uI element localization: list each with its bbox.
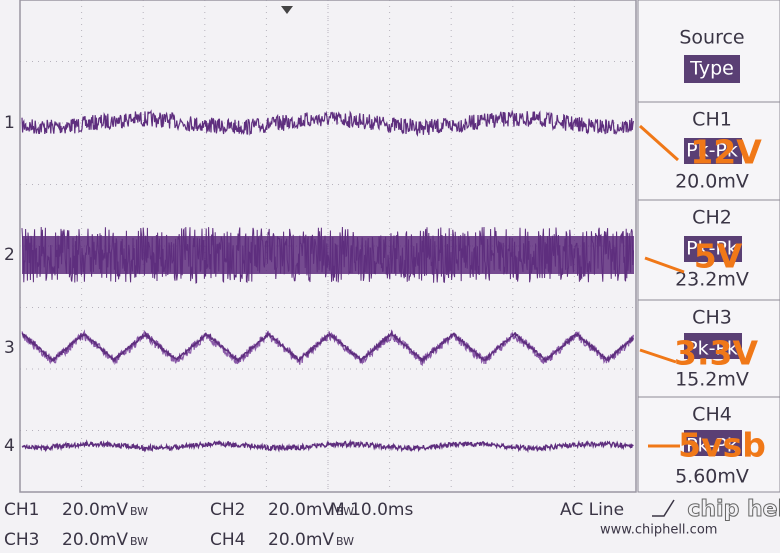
channel-marker: 4 <box>4 436 15 456</box>
waveforms <box>21 109 635 454</box>
measure-bg <box>684 430 742 456</box>
status-channel: CH4 <box>210 530 245 550</box>
annotation-line <box>638 124 680 162</box>
panel-title: Source <box>679 27 744 49</box>
channel-panels: CH1 Pk-Pk 20.0mV CH2 Pk-Pk 23.2mV CH3 Pk-Pk 15.2… <box>675 109 749 488</box>
measure-bg <box>684 236 742 262</box>
measure-value: 20.0mV <box>675 171 749 193</box>
channel-name: CH4 <box>692 404 732 426</box>
annotation-lines <box>638 124 685 448</box>
channel-name: CH1 <box>692 109 732 131</box>
status-bw: BW <box>336 535 354 548</box>
measure-bg <box>684 333 742 359</box>
status-scale: 20.0mV <box>268 530 334 550</box>
annotation: 3.3V <box>674 334 758 373</box>
trigger-slope <box>652 499 675 517</box>
trigger-position <box>281 6 293 14</box>
status-bw: BW <box>130 505 148 518</box>
graticule-border <box>19 0 637 493</box>
annotation: 5V <box>694 237 743 276</box>
status-bw: BW <box>336 505 354 518</box>
marker-group: 1 2 3 4 <box>4 113 15 456</box>
measure-type: Pk-Pk <box>686 338 738 360</box>
status-bw: BW <box>130 535 148 548</box>
annotation: 5vsb <box>678 426 766 465</box>
waveform <box>21 330 635 365</box>
status-channel: CH2 <box>210 500 245 520</box>
measure-value: 5.60mV <box>675 466 749 488</box>
channel-name: CH2 <box>692 207 732 229</box>
measure-bg <box>684 138 742 164</box>
annotation-line <box>644 256 685 274</box>
annotation-line <box>639 348 677 364</box>
channel-marker: 1 <box>4 113 15 133</box>
channel-marker: 3 <box>4 338 15 358</box>
status-scale: 20.0mV <box>62 500 128 520</box>
measure-type: Pk-Pk <box>686 238 738 260</box>
selected-bg <box>684 55 740 83</box>
trigger-source: AC Line <box>560 500 624 520</box>
status-channel: CH3 <box>4 530 39 550</box>
side-panel <box>637 0 780 493</box>
measure-type: Pk-Pk <box>686 435 738 457</box>
measure-value: 15.2mV <box>675 369 749 391</box>
watermark-url: www.chiphell.com <box>600 523 717 538</box>
timebase: M 10.0ms <box>330 500 413 520</box>
status-scale: 20.0mV <box>62 530 128 550</box>
status-channel: CH1 <box>4 500 39 520</box>
waveform <box>21 226 634 284</box>
channel-name: CH3 <box>692 307 732 329</box>
measure-type: Pk-Pk <box>686 140 738 162</box>
waveform <box>21 109 634 137</box>
status-scale: 20.0mV <box>268 500 334 520</box>
measure-value: 23.2mV <box>675 269 749 291</box>
panel-box <box>637 0 780 103</box>
channel-marker: 2 <box>4 245 15 265</box>
waveform <box>21 439 634 454</box>
annotation: 12V <box>690 133 762 172</box>
watermark-logo: chip hell <box>687 497 780 522</box>
panel-selected: Type <box>689 58 734 80</box>
